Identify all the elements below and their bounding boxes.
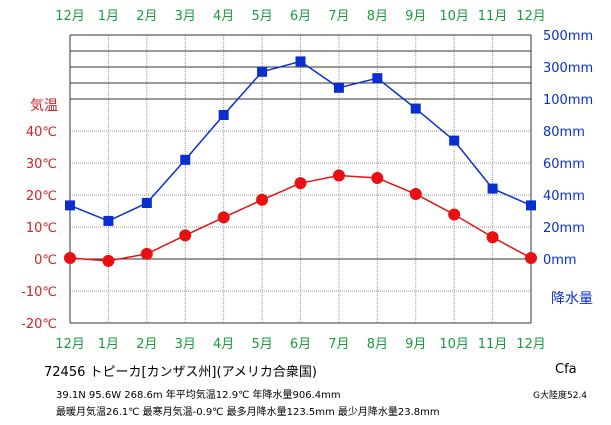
footer-station: 72456 トピーカ[カンザス州](アメリカ合衆国) — [44, 365, 317, 380]
temperature-point — [448, 208, 461, 221]
month-label-top: 1月 — [98, 9, 119, 24]
temperature-series — [64, 169, 537, 267]
temperature-tick-label: 40℃ — [26, 125, 57, 140]
precipitation-tick-label: 100mm — [543, 93, 593, 108]
precipitation-point — [487, 183, 498, 194]
precipitation-point — [180, 154, 191, 165]
temperature-tick-label: 0℃ — [34, 253, 57, 268]
temperature-point — [256, 193, 269, 206]
month-label-top: 3月 — [175, 9, 196, 24]
precipitation-point — [526, 200, 536, 211]
precipitation-tick-label: 0mm — [543, 253, 577, 268]
month-label-bottom: 12月 — [516, 337, 546, 352]
month-label-top: 10月 — [439, 9, 469, 24]
month-label-top: 8月 — [367, 9, 388, 24]
month-label-bottom: 7月 — [328, 337, 349, 352]
precipitation-point — [372, 73, 383, 84]
precipitation-tick-label: 40mm — [543, 189, 585, 204]
month-label-top: 7月 — [328, 9, 349, 24]
precipitation-point — [410, 103, 421, 114]
precipitation-tick-label: 60mm — [543, 157, 585, 172]
grid — [70, 34, 531, 323]
month-label-bottom: 9月 — [405, 337, 426, 352]
month-label-bottom: 2月 — [136, 337, 157, 352]
precipitation-point — [103, 215, 114, 226]
axis-labels: 12月 12月 1月 1月 2月 2月 3月 3月 4月 4月 5月 5月 6月 6月 7月 7月 8月 8月 9月… — [21, 9, 593, 352]
precipitation-tick-label: 80mm — [543, 125, 585, 140]
precipitation-point — [449, 135, 460, 146]
precipitation-point — [141, 198, 152, 208]
temperature-tick-label: -10℃ — [21, 285, 57, 300]
month-label-bottom: 10月 — [439, 337, 469, 352]
precipitation-point — [295, 56, 306, 67]
month-label-bottom: 4月 — [213, 337, 234, 352]
month-label-bottom: 6月 — [290, 337, 311, 352]
continentality-index: G大陸度52.4 — [533, 391, 588, 401]
temperature-point — [294, 177, 307, 190]
temperature-tick-label: 10℃ — [26, 221, 57, 236]
month-label-top: 2月 — [136, 9, 157, 24]
precipitation-tick-label: 20mm — [543, 221, 585, 236]
temperature-point — [179, 229, 192, 242]
temperature-point — [217, 211, 230, 224]
precipitation-point — [65, 200, 75, 211]
footer-stats-1: 39.1N 95.6W 268.6m 年平均気温12.9℃ 年降水量906.4m… — [56, 390, 341, 401]
month-label-bottom: 12月 — [55, 337, 85, 352]
month-label-top: 4月 — [213, 9, 234, 24]
precipitation-axis-title: 降水量 — [551, 291, 593, 307]
temperature-point — [409, 188, 422, 201]
temperature-point — [371, 172, 384, 185]
month-label-top: 5月 — [251, 9, 272, 24]
month-label-top: 9月 — [405, 9, 426, 24]
temperature-tick-label: -20℃ — [21, 317, 57, 332]
month-label-bottom: 1月 — [98, 337, 119, 352]
temperature-point — [525, 252, 537, 265]
temperature-point — [140, 247, 153, 260]
precipitation-series — [65, 56, 536, 226]
month-label-bottom: 11月 — [478, 337, 508, 352]
temperature-tick-label: 20℃ — [26, 189, 57, 204]
month-label-top: 6月 — [290, 9, 311, 24]
month-label-top: 11月 — [478, 9, 508, 24]
climate-code: Cfa — [555, 362, 577, 377]
month-label-top: 12月 — [516, 9, 546, 24]
temperature-point — [332, 169, 345, 182]
month-label-bottom: 5月 — [251, 337, 272, 352]
precipitation-point — [333, 82, 344, 93]
temperature-tick-label: 30℃ — [26, 157, 57, 172]
temperature-axis-title: 気温 — [30, 98, 58, 114]
temperature-point — [102, 254, 115, 267]
temperature-point — [64, 252, 76, 265]
footer-stats-2: 最暖月気温26.1℃ 最寒月気温-0.9℃ 最多月降水量123.5mm 最少月降… — [56, 407, 440, 418]
precipitation-extra-label: 500mm — [543, 29, 593, 44]
temperature-point — [486, 231, 499, 244]
precipitation-extra-label: 300mm — [543, 61, 593, 76]
month-label-bottom: 3月 — [175, 337, 196, 352]
month-label-bottom: 8月 — [367, 337, 388, 352]
month-label-top: 12月 — [55, 9, 85, 24]
precipitation-point — [257, 66, 268, 77]
precipitation-point — [218, 110, 229, 120]
